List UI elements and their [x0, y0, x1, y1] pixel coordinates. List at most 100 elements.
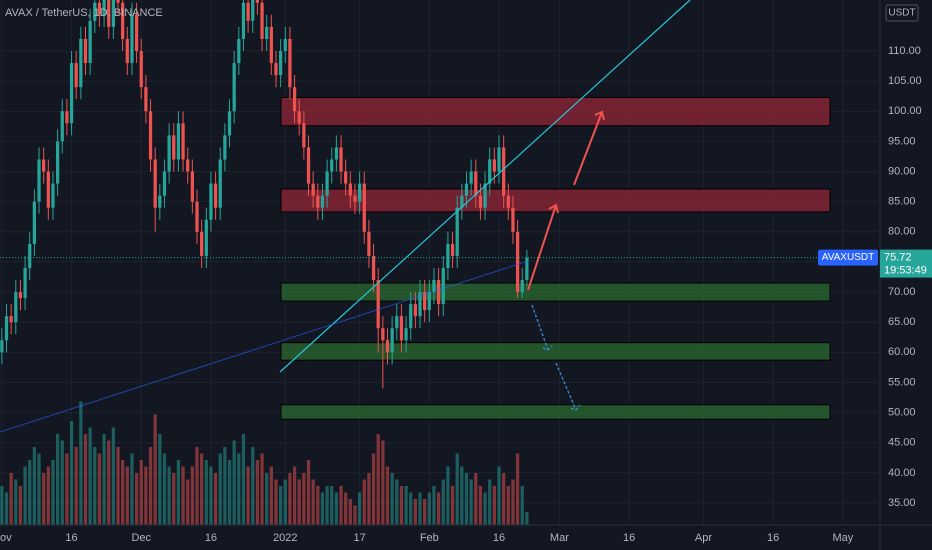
volume-bar	[0, 486, 4, 525]
candle-body	[255, 0, 260, 3]
volume-bar	[246, 466, 250, 525]
candle-body	[330, 159, 334, 172]
candle-body	[409, 304, 413, 329]
volume-bar	[390, 473, 394, 525]
volume-bar	[525, 512, 529, 525]
x-tick-label: Mar	[550, 532, 569, 544]
volume-bar	[357, 492, 362, 525]
x-tick-label: Feb	[420, 532, 439, 544]
candle-body	[162, 171, 167, 196]
volume-bar	[441, 479, 445, 525]
volume-bar	[436, 492, 441, 525]
volume-bar	[455, 453, 459, 525]
volume-bar	[107, 440, 111, 525]
drawings	[0, 0, 691, 433]
candle-body	[83, 38, 88, 64]
volume-bar	[209, 466, 213, 525]
volume-bar	[339, 486, 343, 525]
volume-bar	[55, 434, 60, 525]
candle-body	[4, 316, 9, 341]
candle-body	[260, 2, 264, 39]
candle-body	[121, 2, 125, 39]
volume-bar	[74, 447, 78, 525]
y-tick-label: 70.00	[888, 286, 916, 298]
candle-body	[167, 135, 171, 172]
candle-body	[23, 267, 27, 299]
volume-bar	[93, 447, 97, 525]
candle-body	[381, 328, 385, 341]
volume-bar	[23, 466, 27, 525]
candle-body	[130, 14, 134, 64]
candle-body	[325, 171, 329, 196]
candle-body	[502, 147, 506, 196]
candle-body	[316, 195, 320, 208]
candle-body	[497, 147, 501, 172]
volume-bar	[274, 479, 278, 525]
volume-bar	[413, 499, 418, 525]
volume-bar	[139, 460, 143, 525]
y-tick-label: 105.00	[888, 75, 922, 87]
candle-body	[32, 201, 37, 244]
volume-bar	[302, 473, 306, 525]
candle-body	[362, 183, 366, 232]
volume-bar	[65, 453, 69, 525]
volume-bar	[469, 479, 473, 525]
volume-bar	[348, 499, 352, 525]
candle-body	[274, 63, 278, 76]
volume-bar	[423, 499, 427, 525]
volume-bar	[181, 466, 185, 525]
candle-body	[469, 171, 473, 184]
candle-body	[79, 38, 83, 88]
volume-bar	[158, 434, 162, 525]
volume-bar	[511, 479, 515, 525]
volume-bar	[9, 473, 13, 525]
candle-body	[446, 243, 450, 268]
x-tick-label: 2022	[273, 532, 297, 544]
zones	[280, 96, 831, 420]
candle-body	[515, 231, 520, 293]
candle-body	[190, 171, 194, 202]
candle-body	[232, 63, 236, 112]
volume-bar	[121, 460, 125, 525]
volume-bar	[116, 447, 120, 525]
volume-bar	[79, 401, 83, 525]
volume-bar	[83, 434, 88, 525]
volume-bar	[381, 440, 385, 525]
volume-bar	[288, 473, 292, 525]
candle-body	[344, 171, 348, 184]
candle-body	[111, 0, 115, 27]
y-tick-label: 35.00	[888, 497, 916, 509]
volume-bar	[330, 486, 334, 525]
candle-body	[93, 2, 97, 21]
candle-body	[464, 183, 469, 196]
candle-body	[186, 159, 190, 172]
candle-body	[460, 195, 464, 208]
volume-bar	[232, 440, 236, 525]
candle-body	[241, 2, 246, 39]
volume-bar	[51, 460, 55, 525]
y-tick-label: 100.00	[888, 105, 922, 117]
candle-body	[153, 159, 157, 208]
candle-body	[506, 195, 510, 208]
y-tick-label: 55.00	[888, 376, 916, 388]
candle-body	[474, 171, 478, 196]
candle-body	[9, 316, 13, 323]
volume-bar	[102, 434, 106, 525]
candle-body	[134, 14, 139, 51]
volume-bar	[176, 460, 181, 525]
volume-bar	[223, 447, 227, 525]
y-tick-label: 60.00	[888, 346, 916, 358]
x-tick-label: 16	[623, 532, 635, 544]
volume-bar	[148, 447, 153, 525]
candle-body	[88, 20, 92, 64]
trend-line	[279, 0, 691, 373]
volume-bar	[446, 466, 450, 525]
volume-bar	[241, 434, 246, 525]
candle-body	[311, 183, 315, 196]
volume-bar	[506, 486, 510, 525]
candle-body	[385, 340, 390, 353]
candle-body	[223, 135, 227, 160]
candle-body	[432, 280, 436, 293]
volume-bar	[195, 447, 199, 525]
volume-bar	[125, 466, 129, 525]
